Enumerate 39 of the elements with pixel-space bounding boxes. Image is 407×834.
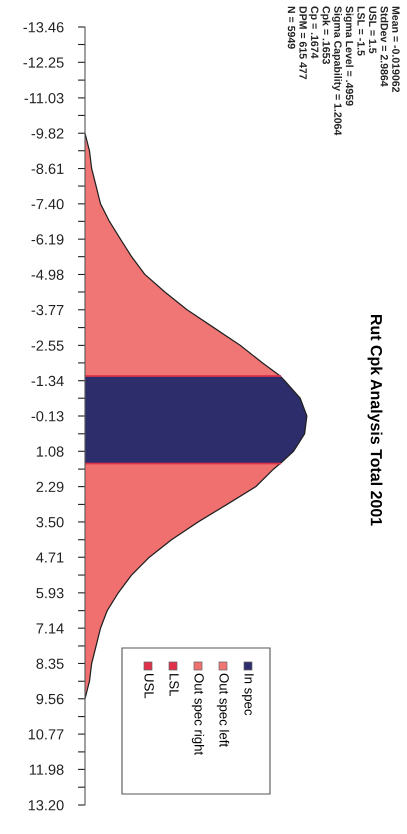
y-tick-label: -13.46 [23,22,64,32]
text: Cpk = .1653 [320,6,330,64]
text: Cp = .1674 [308,6,318,58]
legend-label: Out spec left [216,674,230,747]
y-tick-label: -6.19 [32,234,64,245]
text: Sigma Level = .4959 [344,6,354,106]
legend-label: In spec [242,674,254,716]
y-tick-label: 13.20 [28,800,64,810]
y-tick-label: -2.55 [32,340,64,351]
text: LSL = -1.5 [357,6,365,56]
y-tick-label: -0.13 [32,411,64,422]
y-tick-label: -3.77 [32,304,64,316]
y-tick-label: 7.14 [36,623,64,634]
y-tick-label: -11.03 [24,93,64,104]
annotation: DPM = 615 477 [299,6,307,80]
y-tick-label: -12.25 [23,57,64,68]
y-tick-label: 2.29 [36,482,64,492]
text: StdDev = 2.9864 [380,6,388,87]
y-tick-label: 3.50 [36,517,64,528]
y-tick-label: 11.98 [30,764,64,775]
y-tick-label: -4.98 [32,270,64,280]
text: Rut Cpk Analysis Total 2001 [368,315,382,526]
legend-label: LSL [169,674,179,696]
y-tick-label: 1.08 [36,446,64,457]
y-tick-label: 10.77 [28,729,64,740]
text: Sigma Capability = 1.2064 [332,6,342,136]
y-tick-label: -9.82 [32,128,64,139]
y-tick-label: -1.34 [32,376,64,386]
y-tick-label: 8.35 [36,658,64,669]
y-tick-label: 5.93 [36,588,64,598]
annotation: N = 5949 [288,6,296,49]
legend-label: Out spec right [192,674,204,756]
legend-label: USL [144,674,154,698]
y-tick-label: 4.71 [36,552,64,563]
y-tick-label: -7.40 [32,198,64,210]
y-tick-label: 9.56 [36,694,64,704]
text: Mean = -0.019062 [392,6,400,92]
text: USL = 1.5 [368,6,376,54]
y-tick-label: -8.61 [32,164,64,174]
